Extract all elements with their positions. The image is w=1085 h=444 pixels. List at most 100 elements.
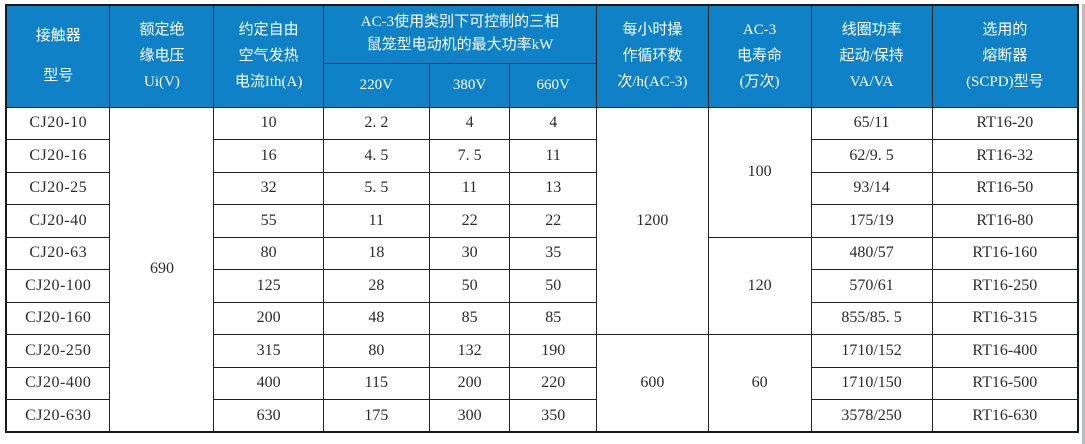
cell-p220: 4. 5 [322, 139, 430, 173]
cell-fuse: RT16-32 [931, 139, 1079, 173]
cell-model: CJ20-63 [5, 236, 111, 270]
cell-coil: 175/19 [810, 204, 933, 238]
cell-model: CJ20-100 [5, 269, 111, 303]
cell-model: CJ20-630 [5, 399, 111, 433]
cell-p380: 200 [428, 366, 511, 400]
header-ui-line1: 额定绝 [139, 22, 185, 39]
cell-life-merged-a: 100 [707, 106, 812, 238]
cell-p220: 18 [322, 236, 430, 270]
cell-fuse: RT16-20 [931, 106, 1079, 140]
cell-ops-merged-a: 1200 [596, 106, 709, 335]
cell-model: CJ20-40 [5, 204, 111, 238]
cell-fuse: RT16-160 [931, 236, 1079, 270]
cell-ith: 400 [213, 366, 324, 400]
header-ui-line2: 缘电压 [139, 48, 185, 65]
table-row: CJ20-10 690 10 2. 2 4 4 1200 100 65/11 R… [5, 106, 1079, 433]
cell-coil: 570/61 [810, 269, 933, 303]
header-coil-line2: 起动/保持 [839, 48, 904, 65]
header-insulation-voltage: 额定绝 缘电压 Ui(V) [109, 4, 215, 108]
cell-fuse: RT16-250 [931, 269, 1079, 303]
table-body: CJ20-10 690 10 2. 2 4 4 1200 100 65/11 R… [5, 106, 1079, 433]
header-ith-line1: 约定自由 [238, 22, 299, 39]
screenshot-right-edge [1082, 4, 1085, 444]
cell-p220: 175 [322, 399, 430, 433]
cell-p220: 5. 5 [322, 171, 430, 205]
cell-p380: 30 [428, 236, 511, 270]
cell-ith: 315 [213, 334, 324, 368]
header-operating-cycles: 每小时操 作循环数 次/h(AC-3) [596, 4, 709, 108]
header-life-line2: 电寿命 [737, 48, 783, 65]
header-coil-power: 线圈功率 起动/保持 VA/VA [810, 4, 933, 108]
cell-coil: 62/9. 5 [810, 139, 933, 173]
cell-model: CJ20-400 [5, 366, 111, 400]
cell-p220: 115 [322, 366, 430, 400]
header-fuse-line2: 熔断器 [982, 48, 1028, 65]
cell-model: CJ20-250 [5, 334, 111, 368]
header-fuse-line1: 选用的 [982, 22, 1028, 39]
contactor-spec-table: 接触器 型号 额定绝 缘电压 Ui(V) 约定自由 空气发热 电流Ith [5, 4, 1079, 433]
cell-model: CJ20-160 [5, 301, 111, 335]
table-row: CJ20-100 125 28 50 50 570/61 RT16-250 [5, 269, 1079, 303]
header-power-group: AC-3使用类别下可控制的三相 鼠笼型电动机的最大功率kW [322, 4, 598, 64]
cell-coil: 480/57 [810, 236, 933, 270]
table-row: CJ20-63 80 18 30 35 120 480/57 RT16-160 [5, 236, 1079, 335]
header-660v: 660V [509, 62, 598, 108]
table-row: CJ20-250 315 80 132 190 600 60 1710/152 … [5, 334, 1079, 433]
header-thermal-current: 约定自由 空气发热 电流Ith(A) [213, 4, 324, 108]
cell-p380: 22 [428, 204, 511, 238]
cell-coil: 93/14 [810, 171, 933, 205]
cell-coil: 1710/150 [810, 366, 933, 400]
cell-p660: 13 [509, 171, 598, 205]
cell-model: CJ20-25 [5, 171, 111, 205]
header-coil-line1: 线圈功率 [841, 22, 902, 39]
header-model-line2: 型号 [43, 68, 74, 85]
cell-ops-merged-b: 600 [596, 334, 709, 433]
header-model-line1: 接触器 [35, 28, 81, 45]
header-fuse-line3: (SCPD)型号 [966, 74, 1044, 91]
header-power-group-line2: 鼠笼型电动机的最大功率kW [366, 37, 554, 54]
header-coil-line3: VA/VA [849, 74, 894, 91]
header-power-group-line1: AC-3使用类别下可控制的三相 [360, 14, 560, 31]
cell-p220: 28 [322, 269, 430, 303]
cell-p660: 350 [509, 399, 598, 433]
cell-p660: 35 [509, 236, 598, 270]
cell-coil: 65/11 [810, 106, 933, 140]
table-row: CJ20-40 55 11 22 22 175/19 RT16-80 [5, 204, 1079, 238]
cell-p380: 132 [428, 334, 511, 368]
cell-p660: 50 [509, 269, 598, 303]
header-380v: 380V [428, 62, 511, 108]
cell-ith: 16 [213, 139, 324, 173]
cell-p660: 85 [509, 301, 598, 335]
cell-ith: 630 [213, 399, 324, 433]
cell-ith: 32 [213, 171, 324, 205]
cell-coil: 3578/250 [810, 399, 933, 433]
header-ith-line3: 电流Ith(A) [234, 74, 303, 91]
header-electrical-life: AC-3 电寿命 (万次) [707, 4, 812, 108]
cell-p220: 2. 2 [322, 106, 430, 140]
table-row: CJ20-25 32 5. 5 11 13 93/14 RT16-50 [5, 171, 1079, 205]
header-fuse: 选用的 熔断器 (SCPD)型号 [931, 4, 1079, 108]
header-ith-line2: 空气发热 [238, 48, 299, 65]
cell-ith: 200 [213, 301, 324, 335]
cell-fuse: RT16-315 [931, 301, 1079, 335]
table-row: CJ20-16 16 4. 5 7. 5 11 62/9. 5 RT16-32 [5, 139, 1079, 173]
header-220v: 220V [322, 62, 430, 108]
cell-ui-merged: 690 [109, 106, 215, 433]
header-ops-line2: 作循环数 [622, 48, 683, 65]
cell-coil: 855/85. 5 [810, 301, 933, 335]
cell-p660: 4 [509, 106, 598, 140]
cell-p380: 85 [428, 301, 511, 335]
cell-model: CJ20-10 [5, 106, 111, 140]
cell-model: CJ20-16 [5, 139, 111, 173]
cell-ith: 125 [213, 269, 324, 303]
cell-p220: 11 [322, 204, 430, 238]
cell-p380: 11 [428, 171, 511, 205]
header-ui-line3: Ui(V) [144, 74, 180, 91]
cell-fuse: RT16-630 [931, 399, 1079, 433]
header-ops-line1: 每小时操 [622, 22, 683, 39]
cell-fuse: RT16-500 [931, 366, 1079, 400]
header-life-line3: (万次) [739, 74, 780, 91]
table-row: CJ20-400 400 115 200 220 1710/150 RT16-5… [5, 366, 1079, 400]
cell-life-merged-c: 60 [707, 334, 812, 433]
cell-ith: 10 [213, 106, 324, 140]
